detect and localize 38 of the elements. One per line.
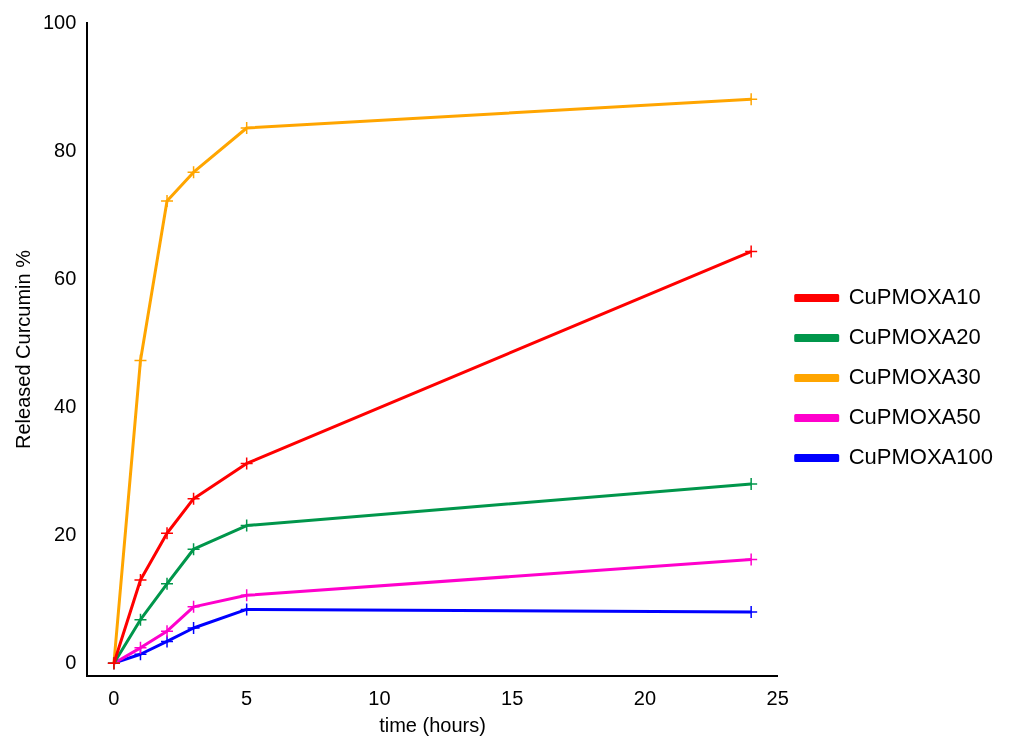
legend-label: CuPMOXA100 xyxy=(848,444,994,470)
y-tick-label: 60 xyxy=(54,266,77,289)
point xyxy=(160,624,174,638)
x-tick-label: 25 xyxy=(766,686,789,709)
y-axis-title: Released Curcumin % xyxy=(11,249,34,449)
y-tick-label: 80 xyxy=(54,138,77,161)
point xyxy=(239,518,254,533)
point xyxy=(744,92,758,106)
x-tick-label: 0 xyxy=(108,686,120,709)
point xyxy=(133,353,148,368)
x-tick-label: 5 xyxy=(241,686,253,709)
point xyxy=(160,526,174,540)
point xyxy=(133,612,148,627)
x-axis-title: time (hours) xyxy=(379,713,486,736)
point xyxy=(160,634,174,649)
point xyxy=(133,573,148,587)
x-tick-label: 10 xyxy=(368,686,391,709)
point xyxy=(186,600,201,614)
point xyxy=(239,456,254,471)
point xyxy=(186,491,201,506)
y-tick-label: 40 xyxy=(54,394,77,417)
x-tick-label: 20 xyxy=(633,686,657,709)
point xyxy=(744,244,758,259)
y-tick-label: 100 xyxy=(42,10,77,33)
point xyxy=(186,621,201,635)
legend-label: CuPMOXA50 xyxy=(848,404,981,430)
point xyxy=(133,641,148,655)
y-tick-label: 20 xyxy=(54,522,77,545)
legend-label: CuPMOXA30 xyxy=(848,364,981,390)
y-tick-label: 0 xyxy=(65,650,77,673)
x-tick-label: 15 xyxy=(501,686,524,709)
point xyxy=(186,165,201,179)
legend-label: CuPMOXA20 xyxy=(848,324,981,350)
point xyxy=(160,194,174,208)
point xyxy=(744,552,758,567)
point xyxy=(160,577,174,591)
point xyxy=(186,542,201,556)
legend-label: CuPMOXA10 xyxy=(848,284,981,310)
